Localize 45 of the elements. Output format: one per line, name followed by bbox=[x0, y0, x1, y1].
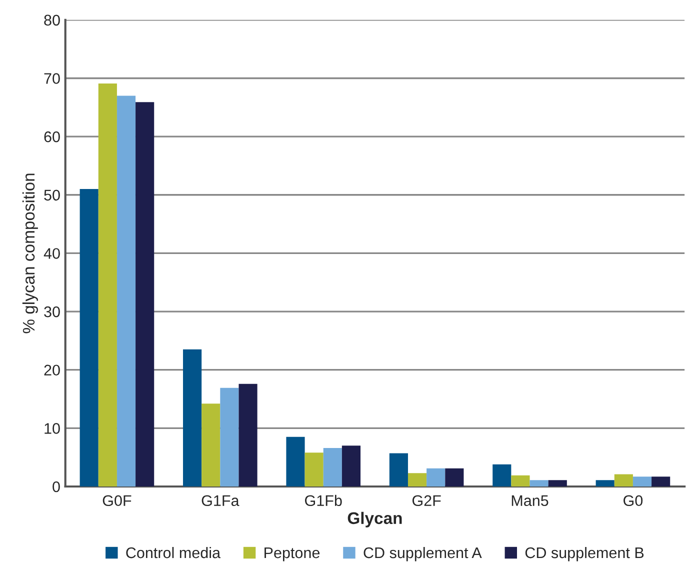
bar bbox=[511, 475, 530, 486]
bar bbox=[652, 476, 670, 486]
x-tick-label: G0 bbox=[624, 495, 643, 506]
y-tick-label: 80 bbox=[44, 14, 60, 26]
bar bbox=[408, 473, 427, 486]
y-axis-title: % glycan composition bbox=[22, 174, 38, 334]
bar bbox=[80, 189, 98, 486]
bar bbox=[323, 448, 342, 486]
bar bbox=[426, 468, 446, 486]
x-tick-label: G1Fb bbox=[305, 494, 342, 506]
bar bbox=[614, 474, 633, 486]
y-tick-label: 30 bbox=[44, 306, 60, 318]
y-tick-label: 20 bbox=[44, 364, 60, 376]
y-tick-label: 60 bbox=[44, 131, 60, 142]
bar bbox=[342, 446, 361, 486]
bar bbox=[389, 453, 408, 486]
bar bbox=[445, 468, 464, 486]
bar bbox=[98, 83, 117, 486]
bar bbox=[530, 480, 548, 486]
y-tick-label: 70 bbox=[44, 73, 60, 84]
bar bbox=[286, 436, 305, 486]
bar bbox=[632, 476, 652, 486]
y-tick-label: 10 bbox=[44, 423, 60, 434]
bar bbox=[136, 102, 154, 486]
bar bbox=[596, 480, 614, 486]
bar bbox=[238, 384, 258, 486]
x-tick-label: G0F bbox=[102, 495, 132, 506]
bar bbox=[202, 404, 220, 486]
x-tick-label: Man5 bbox=[512, 495, 548, 506]
legend-label: Peptone bbox=[264, 548, 320, 562]
legend-label: CD supplement B bbox=[525, 546, 644, 562]
y-tick-label: 50 bbox=[44, 190, 60, 201]
bar bbox=[116, 96, 136, 486]
x-tick-label: G1Fa bbox=[202, 495, 240, 506]
bar bbox=[492, 464, 512, 486]
legend-label: Control media bbox=[126, 546, 221, 558]
y-tick-label: 40 bbox=[44, 248, 60, 259]
x-axis-title: Glycan bbox=[348, 512, 402, 528]
bar bbox=[304, 452, 324, 486]
bar bbox=[183, 349, 202, 486]
bar bbox=[220, 388, 239, 486]
bar bbox=[548, 480, 567, 486]
x-tick-label: G2F bbox=[412, 495, 441, 506]
legend-label: CD supplement A bbox=[364, 546, 482, 562]
y-tick-label: 0 bbox=[52, 481, 60, 492]
